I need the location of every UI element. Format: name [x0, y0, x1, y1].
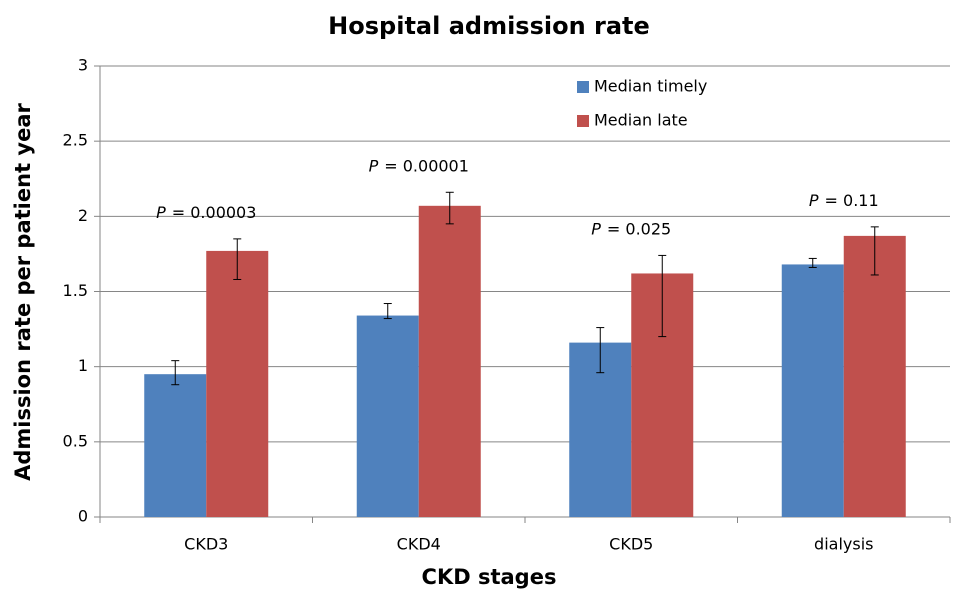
p-symbol: P	[156, 202, 166, 221]
error-bar	[870, 226, 879, 276]
x-tick-label: dialysis	[814, 535, 873, 554]
error-bar	[658, 254, 667, 338]
legend-label: Median late	[594, 111, 688, 130]
p-value-annotation: P = 0.025	[591, 219, 671, 238]
legend-swatch	[577, 115, 589, 127]
y-tick-label: 0.5	[63, 431, 88, 450]
p-value: = 0.025	[607, 219, 671, 238]
x-tick-label: CKD5	[609, 535, 653, 554]
error-bar	[596, 327, 605, 374]
error-bar	[808, 257, 817, 268]
bar	[144, 374, 207, 517]
legend-swatch	[577, 81, 589, 93]
p-symbol: P	[369, 156, 379, 175]
p-value-annotation: P = 0.11	[809, 190, 879, 209]
y-tick-label: 3	[78, 56, 88, 75]
y-axis-title: Admission rate per patient year	[11, 102, 35, 480]
bar	[843, 235, 906, 518]
error-bar	[445, 191, 454, 225]
y-tick-label: 1	[78, 356, 88, 375]
y-tick-label: 1.5	[63, 281, 88, 300]
error-bar	[171, 360, 180, 386]
p-value-annotation: P = 0.00001	[369, 156, 469, 175]
x-tick-label: CKD4	[397, 535, 441, 554]
bar	[781, 264, 844, 517]
chart-title: Hospital admission rate	[328, 12, 650, 40]
p-value: = 0.11	[825, 190, 879, 209]
p-value: = 0.00001	[384, 156, 469, 175]
y-tick-label: 0	[78, 507, 88, 526]
bar	[206, 250, 269, 517]
error-bar	[233, 238, 242, 280]
p-symbol: P	[809, 190, 819, 209]
p-value: = 0.00003	[172, 202, 257, 221]
x-axis-title: CKD stages	[422, 565, 557, 589]
y-tick-label: 2	[78, 206, 88, 225]
error-bar	[383, 303, 392, 320]
p-value-annotation: P = 0.00003	[156, 202, 256, 221]
p-symbol: P	[591, 219, 601, 238]
x-tick-label: CKD3	[184, 535, 228, 554]
bar	[356, 315, 419, 517]
y-tick-label: 2.5	[63, 131, 88, 150]
bar	[418, 205, 481, 517]
legend-label: Median timely	[594, 77, 707, 96]
